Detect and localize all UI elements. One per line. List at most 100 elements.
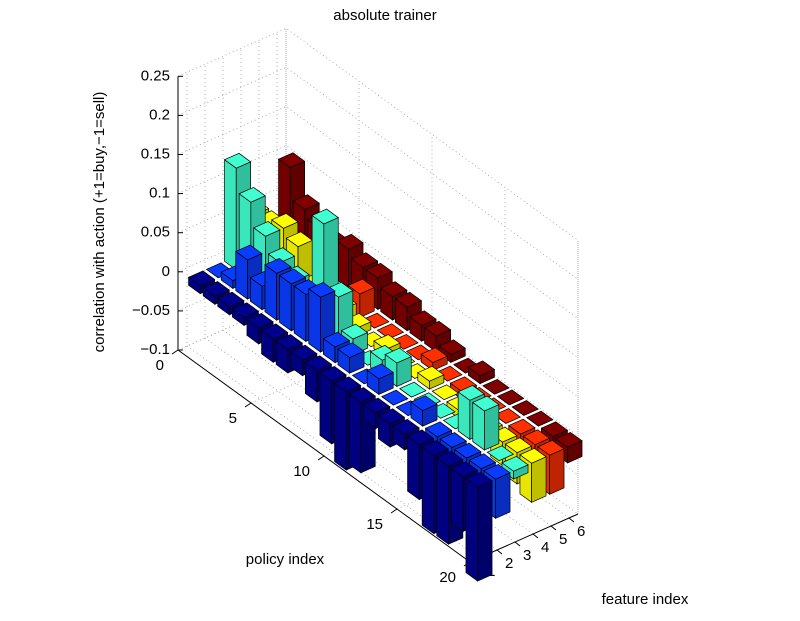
bar-top [436,450,464,467]
bar-top [483,463,511,480]
z-tick-label: −0.1 [140,341,170,358]
grid-line [186,72,480,559]
x-tick-label: 0 [156,357,164,374]
bar-top [423,320,452,337]
bar-top [420,347,448,364]
z-tick-label: 0.15 [141,145,170,162]
bar-side [477,480,493,582]
bar-side [495,472,511,519]
tick-mark [532,533,539,539]
bar-top [501,455,529,472]
bar-top [304,355,333,372]
bar-top [238,186,266,203]
bar [526,410,554,427]
bar-side [549,448,565,495]
bar-top [319,365,347,382]
grid-line [323,134,433,457]
bar-top [467,360,496,377]
bar-top [540,421,569,438]
bar-top [438,339,466,356]
bar-front [319,372,332,445]
bar-front [348,393,362,474]
bar-top [555,431,583,448]
bar-top [363,397,391,414]
bar-top [347,278,375,295]
bar [337,342,365,374]
y-tick-label: 4 [541,539,549,556]
bar-top [235,244,263,261]
bar [465,471,493,582]
bar-top [504,437,533,454]
bar-top [365,262,393,279]
bar-top [350,252,379,268]
bar-top [290,344,318,361]
bar-top [486,445,515,462]
bar-top [519,447,547,464]
bar-top [264,258,292,274]
bar-top [308,282,336,298]
bar-top [496,389,525,406]
bar-top [417,365,445,382]
bar-top [472,395,500,412]
bar-top [322,331,351,348]
bar-top [384,347,412,364]
bar [410,395,438,427]
bar-top [537,439,565,456]
grid-line [250,81,360,404]
bar-top [278,268,307,285]
z-tick-label: 0.1 [149,185,170,202]
bar [472,395,500,451]
y-axis-label: feature index [602,591,689,608]
z-tick-label: 0.05 [141,224,170,241]
bar-top [366,363,394,380]
y-tick-label: 5 [559,531,567,548]
bar-front [436,456,449,545]
x-tick-label: 5 [229,410,237,427]
z-tick-label: 0.25 [141,67,170,84]
y-tick-label: 2 [505,555,513,572]
bar-top [394,291,423,308]
x-axis-label: policy index [246,551,325,568]
bar-top [271,213,299,229]
z-axis-label: correlation with action (+1=buy,−1=sell) [91,92,108,353]
grid-line [204,64,498,551]
bar-top [450,461,479,478]
x-tick-label: 10 [293,463,310,480]
bar-front [421,446,435,535]
tick-mark [496,549,503,555]
bar-top [187,270,216,287]
bar-top [468,453,497,470]
tick-mark [550,525,557,531]
tick-mark [514,541,521,547]
bar-top [380,281,408,297]
bar-top [292,194,320,210]
bar [467,360,496,385]
bar [417,365,445,390]
tick-mark [568,517,575,523]
bar-front [293,285,307,343]
bar-top [399,381,427,398]
tick-mark [390,508,398,514]
z-tick-label: 0 [162,263,170,280]
bar-top [424,421,453,438]
bar-top [439,432,467,448]
bar-top [454,442,482,459]
bar-top [231,302,260,319]
bar-top [340,323,369,340]
grid-line [469,240,579,563]
bar-top [392,418,420,435]
bar-top [275,334,303,350]
bar [496,389,525,406]
grid-line [396,187,506,510]
bar-front [451,467,464,533]
bar-top [277,152,306,169]
y-tick-label: 6 [577,523,585,540]
bar-top [253,221,281,237]
tick-mark [317,455,325,461]
bar [482,378,510,395]
y-tick-label: 3 [523,547,531,564]
bar [381,389,409,406]
bar-top [493,408,521,424]
bar [438,339,466,364]
